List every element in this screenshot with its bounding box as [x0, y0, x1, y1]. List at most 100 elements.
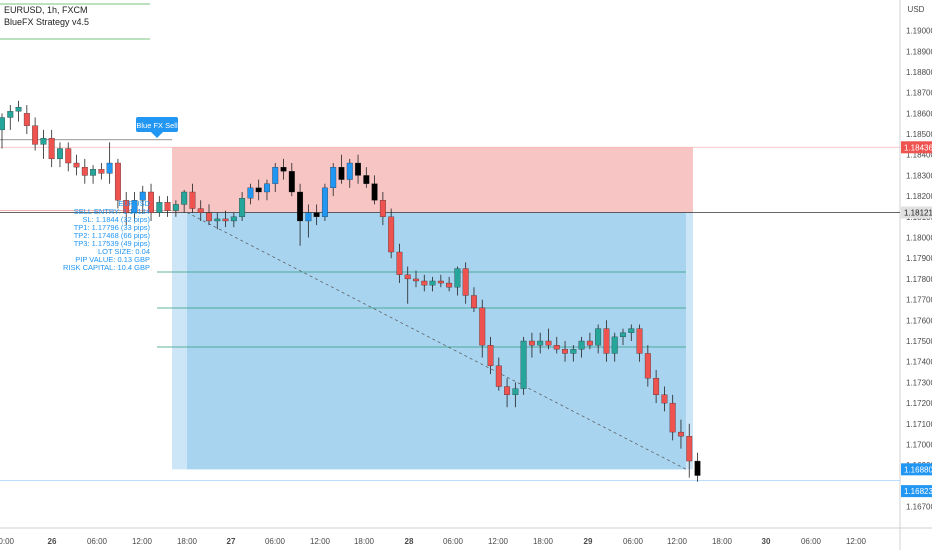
price-label-box — [901, 485, 932, 498]
candle-body — [32, 125, 39, 145]
candle-body — [454, 268, 461, 288]
time-tick-label: 06:00 — [87, 537, 108, 546]
candle-body — [23, 113, 30, 126]
trade-info-line: LOT SIZE: 0.04 — [98, 247, 150, 256]
candle-body — [346, 162, 353, 180]
price-tick-label: 1.17600 — [906, 316, 932, 325]
time-tick-label: 12:00 — [488, 537, 509, 546]
time-tick-label: 18:00 — [177, 537, 198, 546]
profit-zone-filled — [187, 212, 686, 470]
candle-body — [338, 167, 345, 180]
price-tick-label: 1.16700 — [906, 503, 932, 512]
candle-body — [164, 202, 171, 211]
price-tick-label: 1.17200 — [906, 399, 932, 408]
candle-body — [197, 208, 204, 213]
trade-info-line: SELL ENTRY: 1.18124 — [74, 207, 150, 216]
candle-body — [429, 280, 436, 286]
price-tick-label: 1.18600 — [906, 109, 932, 118]
candle-body — [388, 216, 395, 253]
time-tick-label: 12:00 — [846, 537, 867, 546]
price-tick-label: 1.19000 — [906, 27, 932, 36]
price-label-box — [901, 463, 932, 476]
price-tick-label: 1.17800 — [906, 275, 932, 284]
candle-body — [644, 353, 651, 379]
time-tick-label: 06:00 — [801, 537, 822, 546]
candle-body — [528, 340, 535, 346]
candle-body — [239, 198, 246, 217]
candle-body — [255, 187, 262, 193]
price-tick-label: 1.17300 — [906, 378, 932, 387]
candle-body — [264, 183, 270, 193]
candle-body — [305, 212, 312, 222]
price-label-text: 1.16823 — [904, 487, 932, 496]
candle-body — [603, 328, 610, 354]
price-label-text: 1.16880 — [904, 465, 932, 474]
candle-body — [156, 202, 163, 213]
candle-body — [172, 204, 179, 211]
price-label-box — [901, 206, 932, 219]
time-tick-label: 18:00 — [533, 537, 554, 546]
price-axis[interactable]: USD 1.19000 1.18900 1.18800 1.18700 1.18600 1.… — [901, 5, 932, 512]
candle-body — [512, 388, 519, 395]
candle-body — [330, 167, 337, 189]
candle-body — [131, 200, 138, 213]
trade-info-line: RISK CAPITAL: 10.4 GBP — [63, 263, 150, 272]
candle-body — [106, 162, 113, 174]
candle-body — [247, 187, 254, 199]
time-tick-label: 06:00 — [623, 537, 644, 546]
candle-body — [678, 431, 684, 437]
candle-body — [686, 436, 693, 462]
candle-body — [553, 344, 560, 350]
candle-body — [396, 251, 403, 275]
candle-body — [636, 328, 643, 354]
time-tick-label: 06:00 — [265, 537, 286, 546]
time-tick-label: 30 — [762, 537, 771, 546]
price-tick-label: 1.17700 — [906, 296, 932, 305]
candle-body — [214, 218, 221, 222]
signal-badge[interactable]: Blue FX Sell — [136, 117, 178, 138]
time-tick-label: 18:00 — [354, 537, 375, 546]
trade-info-line: TP3: 1.17539 (49 pips) — [74, 239, 151, 248]
candle-body — [355, 162, 361, 176]
candle-body — [421, 280, 428, 286]
time-tick-label: 28 — [405, 537, 414, 546]
time-tick-label: 27 — [227, 537, 236, 546]
symbol-title: EURUSD, 1h, FXCM — [4, 5, 88, 15]
signal-badge-pointer — [151, 132, 163, 138]
candle-body — [40, 138, 47, 145]
trade-info-panel: EURUSD SELL ENTRY: 1.18124 SL: 1.1844 (3… — [63, 199, 151, 272]
price-tick-label: 1.18900 — [906, 47, 932, 56]
chart-header: EURUSD, 1h, FXCM BlueFX Strategy v4.5 — [4, 5, 89, 27]
price-label-text: 1.18121 — [904, 208, 932, 217]
candle-body — [48, 138, 55, 160]
price-tick-label: 1.18300 — [906, 171, 932, 180]
candle-body — [272, 167, 279, 184]
candle-body — [413, 278, 419, 282]
candle-body — [288, 171, 295, 193]
candle-body — [462, 268, 469, 296]
time-tick-label: 12:00 — [667, 537, 688, 546]
candle-body — [479, 307, 486, 346]
time-tick-label: 12:00 — [132, 537, 153, 546]
candle-body — [181, 191, 188, 205]
candle-body — [495, 365, 502, 387]
trade-info-line: TP2: 1.17468 (66 pips) — [74, 231, 151, 240]
price-tick-label: 1.18400 — [906, 151, 932, 160]
candle-body — [313, 212, 320, 217]
candle-body — [437, 280, 444, 284]
candle-body — [586, 340, 593, 346]
candle-body — [595, 328, 602, 346]
candle-body — [0, 117, 5, 131]
trade-info-line: SL: 1.1844 (32 pips) — [82, 215, 150, 224]
price-tick-label: 1.17100 — [906, 420, 932, 429]
signal-badge-label: Blue FX Sell — [136, 121, 178, 130]
price-tick-label: 1.17400 — [906, 358, 932, 367]
candle-body — [562, 349, 568, 354]
candle-body — [653, 378, 660, 395]
price-tick-label: 1.17900 — [906, 254, 932, 263]
candle-body — [57, 148, 63, 160]
candle-body — [230, 216, 237, 222]
trade-info-line: PIP VALUE: 0.13 GBP — [75, 255, 150, 264]
time-axis[interactable]: 00:00 26 06:00 12:00 18:00 27 06:00 12:00 18:00 2… — [0, 537, 867, 546]
